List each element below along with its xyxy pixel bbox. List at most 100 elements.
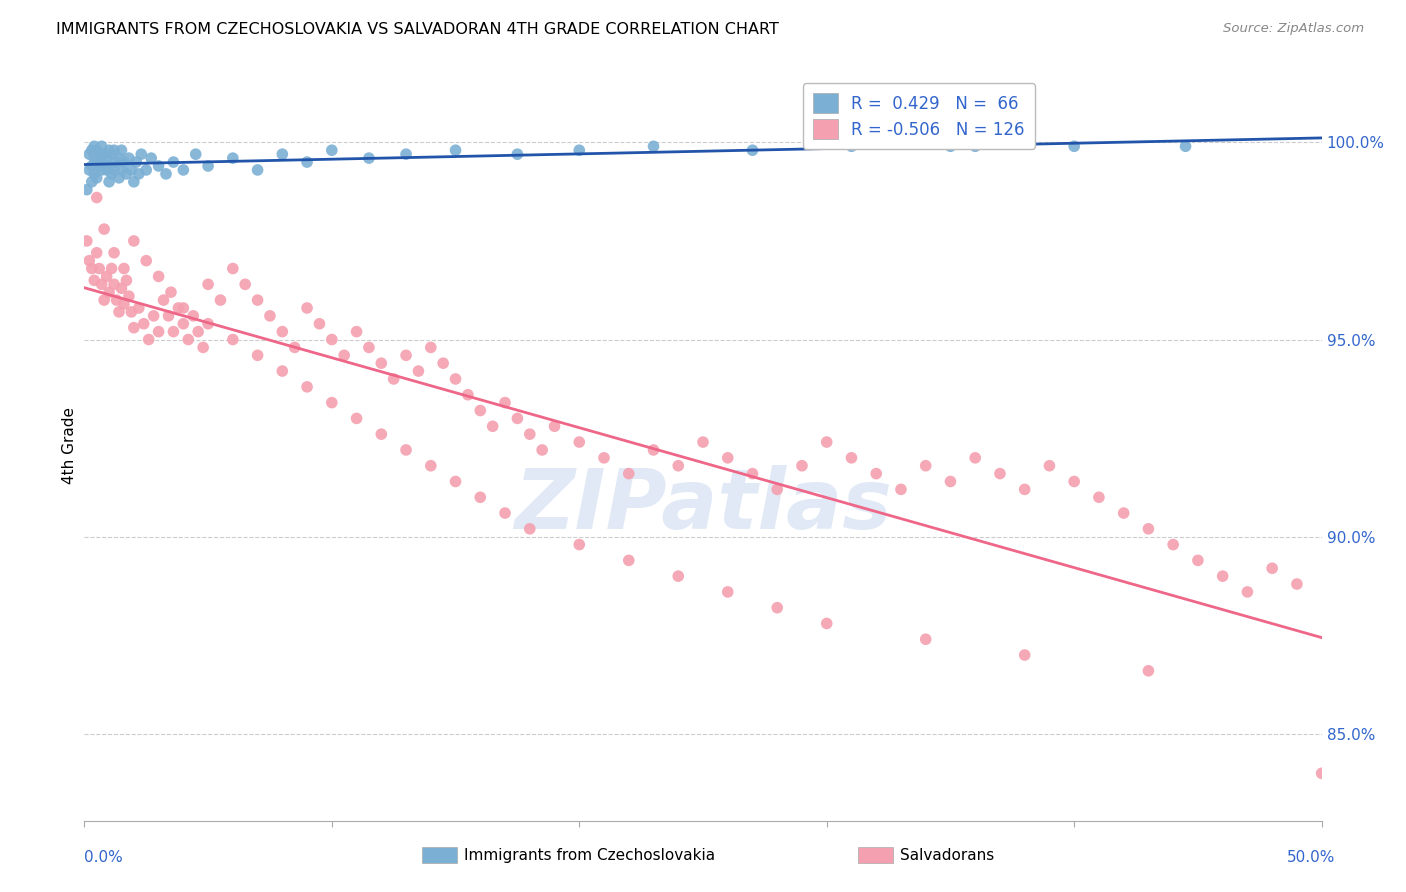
Point — [865, 467, 887, 481]
Point — [1285, 577, 1308, 591]
Y-axis label: 4th Grade: 4th Grade — [62, 408, 77, 484]
Point — [128, 301, 150, 315]
Point — [494, 506, 516, 520]
Point — [90, 151, 112, 165]
Point — [717, 585, 740, 599]
Point — [132, 317, 155, 331]
Point — [1014, 483, 1036, 497]
Point — [160, 285, 183, 300]
Text: Immigrants from Czechoslovakia: Immigrants from Czechoslovakia — [464, 848, 716, 863]
Point — [135, 163, 157, 178]
Point — [98, 285, 121, 300]
Point — [115, 167, 138, 181]
Point — [138, 333, 160, 347]
Point — [568, 143, 591, 157]
Point — [939, 139, 962, 153]
Text: ZIPatlas: ZIPatlas — [515, 466, 891, 547]
Point — [83, 139, 105, 153]
Point — [593, 450, 616, 465]
Point — [148, 269, 170, 284]
Point — [617, 553, 640, 567]
Point — [965, 450, 987, 465]
Point — [103, 245, 125, 260]
Point — [470, 490, 492, 504]
Point — [172, 163, 194, 178]
Point — [98, 159, 121, 173]
Point — [1088, 490, 1111, 504]
Point — [177, 333, 200, 347]
Point — [76, 234, 98, 248]
Point — [470, 403, 492, 417]
Point — [142, 309, 165, 323]
Point — [112, 155, 135, 169]
Point — [271, 364, 294, 378]
Point — [100, 167, 122, 181]
Point — [481, 419, 503, 434]
Point — [98, 143, 121, 157]
Point — [790, 458, 813, 473]
Point — [80, 143, 103, 157]
Point — [432, 356, 454, 370]
Point — [135, 253, 157, 268]
Text: IMMIGRANTS FROM CZECHOSLOVAKIA VS SALVADORAN 4TH GRADE CORRELATION CHART: IMMIGRANTS FROM CZECHOSLOVAKIA VS SALVAD… — [56, 22, 779, 37]
Point — [643, 442, 665, 457]
Point — [86, 190, 108, 204]
Point — [506, 411, 529, 425]
Point — [89, 261, 111, 276]
Point — [90, 163, 112, 178]
Point — [1174, 139, 1197, 153]
Point — [308, 317, 330, 331]
Point — [83, 167, 105, 181]
Point — [120, 163, 142, 178]
Point — [568, 538, 591, 552]
Point — [80, 159, 103, 173]
Point — [222, 261, 245, 276]
Point — [162, 325, 184, 339]
Point — [86, 143, 108, 157]
Point — [444, 475, 467, 489]
Point — [965, 139, 987, 153]
Point — [187, 325, 209, 339]
Point — [105, 293, 128, 307]
Point — [741, 143, 763, 157]
Point — [90, 277, 112, 292]
Point — [172, 301, 194, 315]
Point — [692, 435, 714, 450]
Point — [108, 305, 131, 319]
Point — [1187, 553, 1209, 567]
Point — [1063, 139, 1085, 153]
Point — [766, 483, 789, 497]
Point — [457, 388, 479, 402]
Point — [80, 175, 103, 189]
Point — [96, 151, 118, 165]
Point — [98, 175, 121, 189]
Point — [419, 458, 441, 473]
Point — [890, 483, 912, 497]
Point — [129, 147, 152, 161]
Point — [100, 261, 122, 276]
Point — [382, 372, 405, 386]
Point — [103, 143, 125, 157]
Point — [197, 277, 219, 292]
Point — [79, 253, 101, 268]
Point — [766, 600, 789, 615]
Point — [419, 340, 441, 354]
Point — [112, 261, 135, 276]
Point — [115, 273, 138, 287]
Point — [568, 435, 591, 450]
Text: 50.0%: 50.0% — [1288, 850, 1336, 865]
Point — [357, 340, 380, 354]
Point — [1310, 766, 1333, 780]
Point — [741, 467, 763, 481]
Point — [162, 155, 184, 169]
Point — [93, 147, 115, 161]
Point — [346, 325, 368, 339]
Point — [167, 301, 190, 315]
Point — [914, 458, 936, 473]
Point — [86, 155, 108, 169]
Point — [80, 261, 103, 276]
Point — [108, 151, 131, 165]
Point — [197, 317, 219, 331]
Point — [494, 395, 516, 409]
Point — [295, 301, 318, 315]
